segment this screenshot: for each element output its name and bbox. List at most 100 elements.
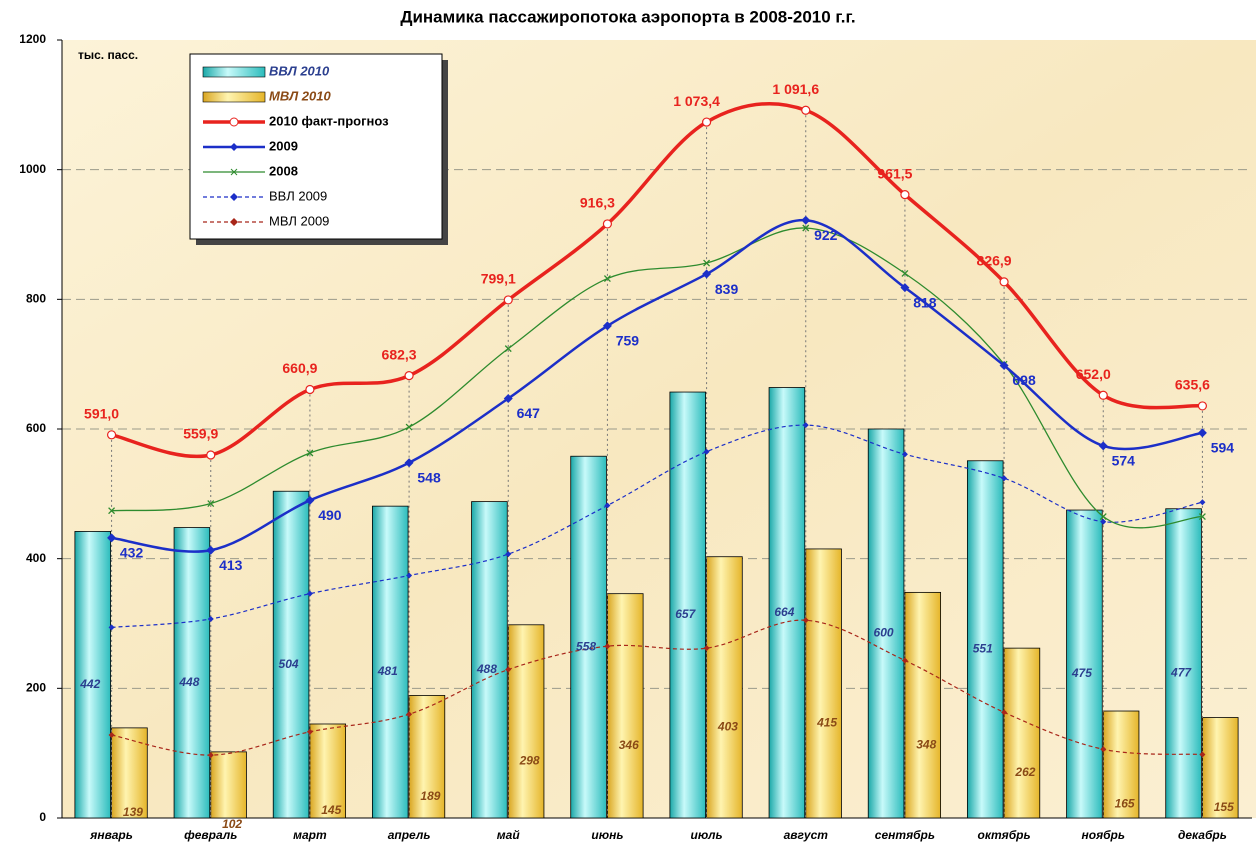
bar-label: 488 xyxy=(476,662,497,676)
bar xyxy=(371,505,409,819)
marker xyxy=(1099,513,1107,520)
line-label: 559,9 xyxy=(183,426,218,442)
x-tick-label: июль xyxy=(691,828,723,842)
marker xyxy=(306,728,313,735)
marker xyxy=(802,224,810,232)
marker xyxy=(900,190,910,200)
bar-label: 346 xyxy=(619,738,639,752)
line-label: 594 xyxy=(1211,440,1235,456)
x-tick-label: февраль xyxy=(184,828,237,842)
bar xyxy=(210,751,247,819)
marker xyxy=(1098,441,1108,451)
x-tick-label: август xyxy=(784,828,829,842)
y-tick-label: 800 xyxy=(26,292,46,306)
line-label: 682,3 xyxy=(382,346,417,362)
legend-marker xyxy=(230,143,238,151)
y-tick-label: 1000 xyxy=(19,162,46,176)
bar-label: 189 xyxy=(420,789,440,803)
marker xyxy=(207,615,214,622)
line-label: 647 xyxy=(517,405,541,421)
line-label: 759 xyxy=(616,333,640,349)
line-label: 432 xyxy=(120,545,144,561)
marker xyxy=(206,450,216,460)
marker xyxy=(801,215,811,225)
x-tick-label: апрель xyxy=(388,828,431,842)
lines xyxy=(106,101,1208,759)
marker xyxy=(306,449,314,457)
y-tick-label: 1200 xyxy=(19,32,46,46)
x-tick-label: ноябрь xyxy=(1081,828,1125,842)
bar xyxy=(507,624,545,819)
bar-label: 600 xyxy=(874,626,894,640)
bar-label: 298 xyxy=(519,754,540,768)
bar xyxy=(805,548,842,819)
marker xyxy=(999,277,1009,287)
x-tick-label: сентябрь xyxy=(875,828,935,842)
bar-label: 481 xyxy=(377,664,398,678)
x-tick-label: июнь xyxy=(591,828,623,842)
bar xyxy=(904,591,942,819)
line-label: 635,6 xyxy=(1175,377,1210,393)
marker xyxy=(505,551,512,558)
marker xyxy=(901,657,908,664)
marker xyxy=(305,384,315,395)
y-tick-label: 600 xyxy=(26,421,46,435)
legend-label: 2009 xyxy=(269,138,298,153)
line xyxy=(111,101,1203,459)
y-tick-label: 400 xyxy=(26,551,46,565)
marker xyxy=(404,371,414,381)
line xyxy=(111,424,1203,628)
x-tick-label: январь xyxy=(89,828,133,842)
marker xyxy=(108,507,116,515)
line-label: 591,0 xyxy=(84,406,119,422)
marker xyxy=(603,275,611,283)
bar xyxy=(1165,508,1202,819)
marker xyxy=(207,752,214,759)
legend-label: МВЛ 2010 xyxy=(269,88,331,103)
marker xyxy=(107,533,117,543)
marker xyxy=(602,219,613,229)
marker xyxy=(305,495,315,505)
line-label: 916,3 xyxy=(580,195,615,211)
marker xyxy=(1100,518,1107,525)
bar-label: 139 xyxy=(123,805,143,819)
bar-label: 558 xyxy=(576,639,596,653)
legend-label: ВВЛ 2010 xyxy=(269,63,330,78)
marker xyxy=(504,345,512,353)
line-label: 799,1 xyxy=(481,271,516,287)
line-label: 652,0 xyxy=(1076,366,1111,382)
line-label: 826,9 xyxy=(977,253,1012,269)
legend-label: МВЛ 2009 xyxy=(269,213,329,228)
bar-label: 262 xyxy=(1014,765,1035,779)
marker xyxy=(505,666,512,673)
line-label: 698 xyxy=(1012,372,1036,388)
bar xyxy=(408,695,446,819)
marker xyxy=(503,295,513,305)
marker xyxy=(406,711,413,718)
legend-marker xyxy=(230,193,238,201)
marker xyxy=(108,732,115,739)
legend-swatch xyxy=(202,91,266,103)
legend-label: 2008 xyxy=(269,163,298,178)
marker xyxy=(901,269,909,277)
bar-label: 145 xyxy=(321,803,341,817)
line-label: 660,9 xyxy=(282,360,317,376)
x-tick-label: октябрь xyxy=(978,828,1031,842)
bar xyxy=(1066,509,1103,819)
marker xyxy=(602,321,612,331)
marker xyxy=(702,269,712,279)
bar xyxy=(74,531,111,819)
line-label: 922 xyxy=(814,227,838,243)
marker xyxy=(900,283,910,293)
marker xyxy=(703,448,710,455)
marker xyxy=(901,451,908,458)
bar-label: 477 xyxy=(1170,666,1192,680)
legend-marker xyxy=(230,168,238,176)
bar xyxy=(471,501,508,819)
bar-label: 551 xyxy=(973,642,993,656)
marker xyxy=(503,394,513,404)
bar xyxy=(607,593,644,819)
bar-label: 165 xyxy=(1115,797,1135,811)
line-label: 413 xyxy=(219,557,243,573)
